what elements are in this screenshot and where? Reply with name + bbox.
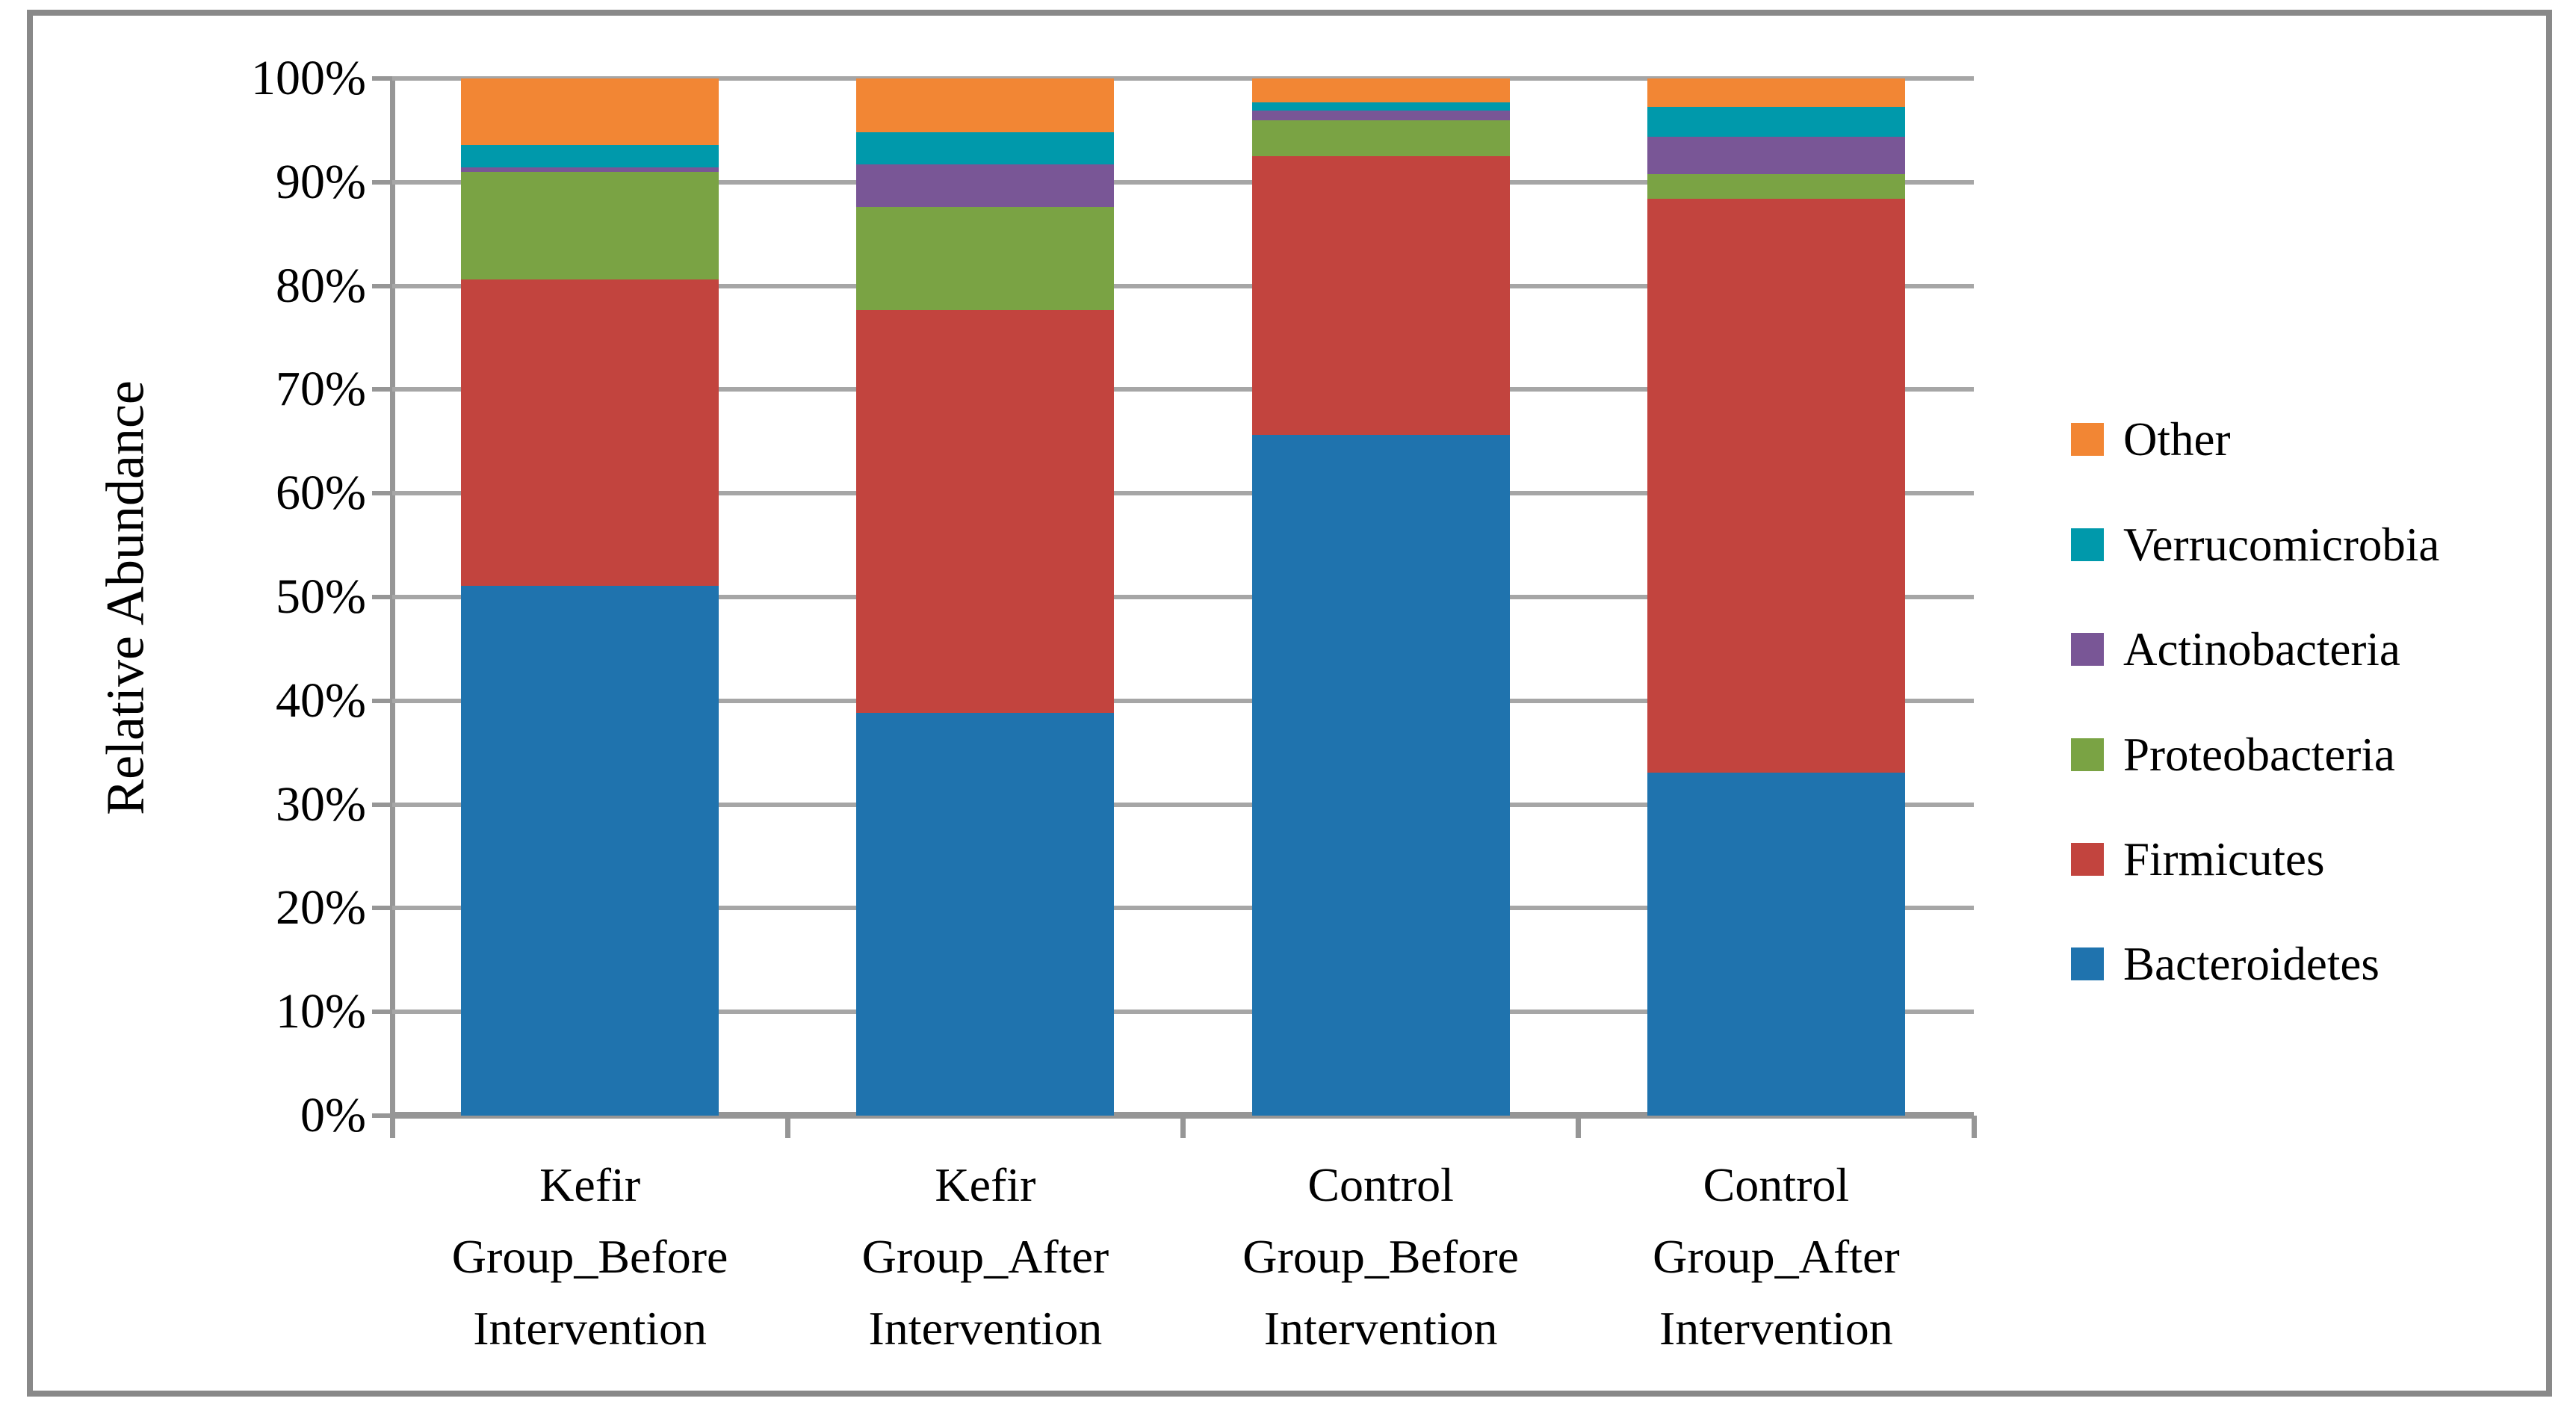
plot-area <box>372 76 1977 1138</box>
stacked-bar-3 <box>1251 78 1510 1116</box>
legend-item: Proteobacteria <box>2071 720 2395 789</box>
y-tick-label: 10% <box>276 984 366 1039</box>
y-tick-label: 30% <box>276 776 366 832</box>
bar-segment-firmicutes <box>856 309 1115 714</box>
y-tick-label: 60% <box>276 466 366 521</box>
x-category-label: Control Group_After Intervention <box>1653 1158 1900 1355</box>
legend-swatch-icon <box>2071 528 2104 561</box>
bar-segment-actinobacteria <box>1647 136 1905 174</box>
gridline <box>392 283 1974 288</box>
bar-segment-other <box>461 78 719 145</box>
gridline <box>392 698 1974 703</box>
bar-segment-verrucomicrobia <box>856 132 1115 165</box>
legend-label: Bacteroidetes <box>2123 937 2380 990</box>
legend-item: Firmicutes <box>2071 825 2324 894</box>
bar-segment-actinobacteria <box>856 164 1115 208</box>
y-tick-label: 100% <box>251 51 366 105</box>
legend-item: Bacteroidetes <box>2071 930 2380 998</box>
gridline <box>392 802 1974 807</box>
gridline <box>392 179 1974 185</box>
x-category-label: Kefir Group_After Intervention <box>861 1158 1109 1355</box>
y-axis-tick <box>372 491 390 496</box>
bar-segment-verrucomicrobia <box>1647 106 1905 137</box>
stacked-bar-4 <box>1647 78 1905 1116</box>
y-axis-tick <box>372 283 390 288</box>
legend-item: Verrucomicrobia <box>2071 510 2439 579</box>
stacked-bar-1 <box>461 78 719 1116</box>
bar-segment-actinobacteria <box>461 167 719 172</box>
legend-swatch-icon <box>2071 738 2104 771</box>
y-axis-tick <box>372 802 390 807</box>
bar-segment-firmicutes <box>1251 156 1510 436</box>
legend-item: Actinobacteria <box>2071 615 2400 684</box>
y-tick-label: 80% <box>276 258 366 313</box>
legend-swatch-icon <box>2071 423 2104 456</box>
x-category-label: Kefir Group_Before Intervention <box>451 1158 728 1355</box>
bar-segment-other <box>1251 78 1510 102</box>
x-axis-tick <box>389 1116 395 1138</box>
legend-label: Other <box>2123 412 2231 466</box>
y-tick-label: 0% <box>300 1088 366 1143</box>
bar-segment-firmicutes <box>461 279 719 586</box>
y-axis-tick <box>372 179 390 185</box>
gridline <box>392 595 1974 599</box>
x-category-label: Control Group_Before Intervention <box>1242 1158 1519 1355</box>
gridline <box>392 1010 1974 1015</box>
gridline <box>392 491 1974 496</box>
bar-segment-proteobacteria <box>1251 120 1510 157</box>
legend-label: Proteobacteria <box>2123 728 2395 781</box>
y-axis-tick <box>372 387 390 392</box>
y-axis-tick <box>372 1113 390 1118</box>
bar-segment-bacteroidetes <box>1647 772 1905 1116</box>
bar-segment-bacteroidetes <box>1251 435 1510 1116</box>
legend-label: Verrucomicrobia <box>2123 518 2440 571</box>
x-axis-line <box>392 1112 1974 1119</box>
stacked-bar-2 <box>856 78 1115 1116</box>
legend-swatch-icon <box>2071 633 2104 666</box>
figure-border <box>27 10 2552 1397</box>
bar-segment-bacteroidetes <box>856 713 1115 1116</box>
legend-item: Other <box>2071 405 2230 474</box>
x-axis-tick <box>784 1116 790 1138</box>
bar-segment-proteobacteria <box>1647 173 1905 200</box>
y-tick-label: 20% <box>276 880 366 936</box>
bar-segment-other <box>1647 78 1905 107</box>
y-axis-tick <box>372 76 390 81</box>
y-tick-label: 70% <box>276 362 366 417</box>
legend-label: Firmicutes <box>2123 832 2325 885</box>
x-axis-tick <box>1971 1116 1977 1138</box>
bar-segment-firmicutes <box>1647 199 1905 773</box>
y-axis-tick <box>372 698 390 703</box>
y-tick-label: 50% <box>276 569 366 624</box>
gridline <box>392 76 1974 81</box>
bar-segment-actinobacteria <box>1251 111 1510 120</box>
bar-segment-bacteroidetes <box>461 585 719 1116</box>
x-axis-tick <box>1576 1116 1582 1138</box>
y-axis-tick <box>372 1010 390 1015</box>
legend-swatch-icon <box>2071 843 2104 876</box>
gridline <box>392 906 1974 911</box>
bar-segment-proteobacteria <box>461 171 719 280</box>
bar-segment-verrucomicrobia <box>1251 102 1510 111</box>
y-tick-label: 90% <box>276 154 366 209</box>
y-axis-tick <box>372 595 390 599</box>
gridline <box>392 387 1974 392</box>
bar-segment-verrucomicrobia <box>461 144 719 168</box>
y-axis-tick <box>372 906 390 911</box>
bar-segment-other <box>856 78 1115 133</box>
legend-label: Actinobacteria <box>2123 622 2400 676</box>
x-axis-tick <box>1180 1116 1186 1138</box>
bar-segment-proteobacteria <box>856 207 1115 310</box>
y-axis-line <box>390 76 395 1137</box>
y-tick-label: 40% <box>276 673 366 728</box>
legend-swatch-icon <box>2071 947 2104 980</box>
